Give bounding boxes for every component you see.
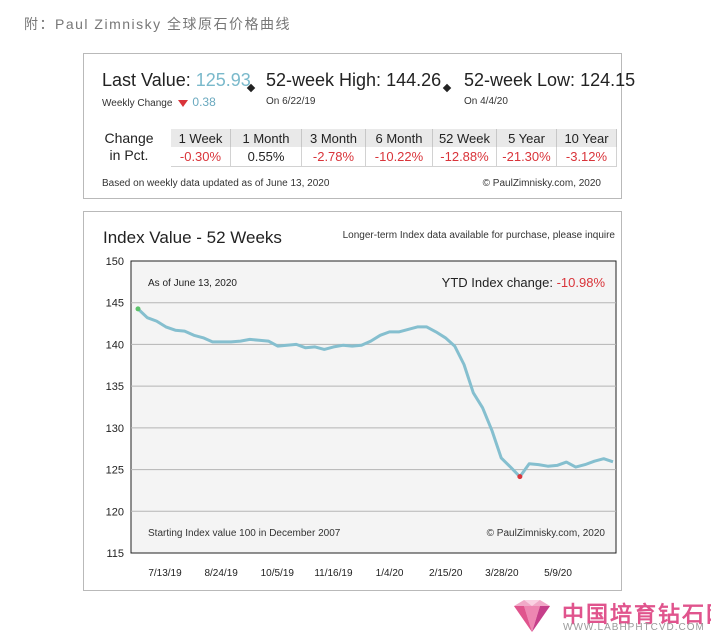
col-header: 1 Month	[230, 129, 302, 147]
x-tick-label: 1/4/20	[376, 568, 404, 579]
down-triangle-icon	[178, 99, 189, 107]
diamond-logo-icon	[514, 600, 550, 632]
index-line-chart: 115 120 125 130 135 140 145 150 7/13/19 8/24/19 10…	[106, 256, 617, 579]
last-value-number: 125.93	[195, 70, 251, 90]
stats-footnote: Based on weekly data updated as of June …	[102, 178, 330, 189]
low-date: On 4/4/20	[464, 96, 508, 107]
col-header: 10 Year	[556, 129, 617, 147]
index-series-line	[136, 307, 614, 479]
y-tick-label: 140	[106, 339, 124, 351]
col-header: 52 Week	[432, 129, 497, 147]
table-cell: -3.12%	[556, 147, 617, 167]
col-header: 6 Month	[365, 129, 433, 147]
ytd-value: -10.98%	[557, 275, 606, 290]
weekly-change-label: Weekly Change	[102, 98, 173, 109]
table-cell: -21.30%	[496, 147, 557, 167]
low-value: 124.15	[580, 70, 636, 90]
x-tick-label: 5/9/20	[544, 568, 572, 579]
page-caption: 附：Paul Zimnisky 全球原石价格曲线	[24, 16, 292, 32]
table-cell: -10.22%	[365, 147, 433, 167]
high-point-marker	[135, 306, 141, 312]
week52-high: 52-week High: 144.26	[266, 70, 441, 91]
diamond-bullet-icon	[442, 83, 452, 93]
low-point-marker	[517, 474, 523, 480]
x-tick-label: 3/28/20	[485, 568, 519, 579]
logo-text: 中国培育钻石网	[562, 602, 711, 627]
chart-copyright: © PaulZimnisky.com, 2020	[487, 528, 606, 539]
y-tick-label: 150	[106, 256, 124, 268]
table-cell: 0.55%	[230, 147, 302, 167]
change-row-label: Change in Pct.	[100, 130, 158, 164]
y-tick-label: 120	[106, 506, 124, 518]
col-header: 1 Week	[171, 129, 231, 147]
y-tick-label: 145	[106, 298, 124, 310]
logo-url: WWW.LABHPHTCVD.COM	[563, 622, 705, 633]
chart-panel: Index Value - 52 Weeks Longer-term Index…	[83, 211, 622, 591]
table-row: -0.30% 0.55% -2.78% -10.22% -12.88% -21.…	[171, 147, 617, 167]
chart-footnote: Starting Index value 100 in December 200…	[148, 528, 341, 539]
x-tick-label: 7/13/19	[148, 568, 182, 579]
col-header: 5 Year	[496, 129, 557, 147]
change-label-line2: in Pct.	[109, 147, 149, 163]
y-tick-label: 135	[106, 381, 124, 393]
as-of-label: As of June 13, 2020	[148, 278, 237, 289]
table-cell: -0.30%	[171, 147, 231, 167]
weekly-change: Weekly Change 0.38	[102, 95, 216, 109]
plot-area	[130, 260, 617, 554]
percent-change-table: 1 Week 1 Month 3 Month 6 Month 52 Week 5…	[171, 129, 617, 167]
change-label-line1: Change	[104, 130, 154, 146]
table-header-row: 1 Week 1 Month 3 Month 6 Month 52 Week 5…	[171, 129, 617, 147]
last-value-label: Last Value:	[102, 70, 191, 90]
ytd-change-label: YTD Index change: -10.98%	[442, 275, 606, 290]
low-label: 52-week Low:	[464, 70, 576, 90]
week52-low: 52-week Low: 124.15	[464, 70, 635, 91]
ytd-label-text: YTD Index change:	[442, 275, 557, 290]
x-tick-label: 2/15/20	[429, 568, 463, 579]
high-date: On 6/22/19	[266, 96, 316, 107]
table-cell: -2.78%	[301, 147, 366, 167]
last-value: Last Value: 125.93	[102, 70, 251, 91]
weekly-change-value: 0.38	[192, 95, 216, 109]
stats-copyright: © PaulZimnisky.com, 2020	[482, 178, 601, 189]
x-tick-label: 8/24/19	[204, 568, 238, 579]
high-label: 52-week High:	[266, 70, 382, 90]
site-logo: 中国培育钻石网 WWW.LABHPHTCVD.COM	[510, 598, 711, 634]
chart-note: Longer-term Index data available for pur…	[342, 230, 615, 241]
high-value: 144.26	[386, 70, 442, 90]
col-header: 3 Month	[301, 129, 366, 147]
x-tick-label: 11/16/19	[314, 568, 353, 579]
table-cell: -12.88%	[432, 147, 497, 167]
y-tick-label: 130	[106, 423, 124, 435]
chart-title: Index Value - 52 Weeks	[103, 228, 282, 247]
stats-panel: Last Value: 125.93 Weekly Change 0.38 52-…	[83, 53, 635, 199]
x-tick-label: 10/5/19	[261, 568, 295, 579]
y-tick-label: 115	[106, 548, 124, 560]
y-tick-label: 125	[106, 465, 124, 477]
